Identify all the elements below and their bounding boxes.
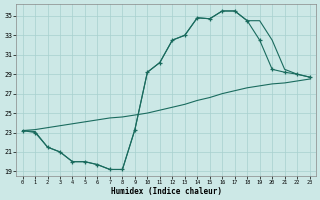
X-axis label: Humidex (Indice chaleur): Humidex (Indice chaleur) bbox=[111, 187, 221, 196]
